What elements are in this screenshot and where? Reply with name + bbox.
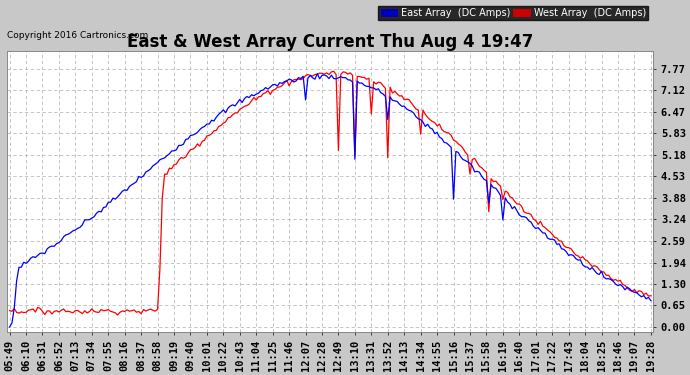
Text: Copyright 2016 Cartronics.com: Copyright 2016 Cartronics.com: [7, 31, 148, 40]
Legend: East Array  (DC Amps), West Array  (DC Amps): East Array (DC Amps), West Array (DC Amp…: [378, 6, 649, 21]
Title: East & West Array Current Thu Aug 4 19:47: East & West Array Current Thu Aug 4 19:4…: [127, 33, 533, 51]
